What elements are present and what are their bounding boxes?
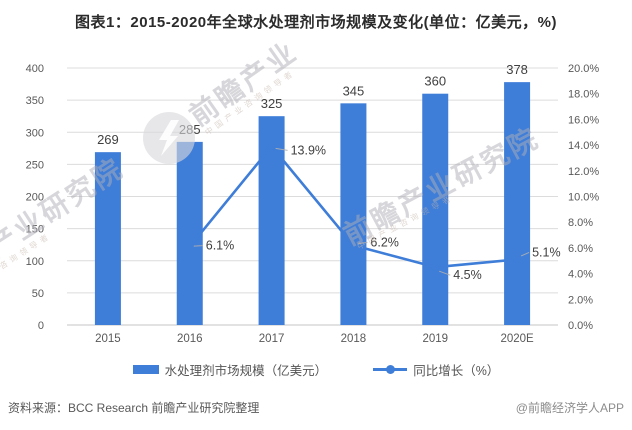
x-axis-label: 2018	[341, 333, 367, 345]
x-axis-label: 2017	[259, 333, 285, 345]
right-axis-tick: 6.0%	[568, 243, 593, 255]
legend-label-market-size: 水处理剂市场规模（亿美元）	[164, 364, 328, 378]
left-axis-tick: 350	[26, 95, 44, 107]
right-axis-tick: 2.0%	[568, 294, 593, 306]
x-axis-label: 2016	[177, 333, 203, 345]
bar-value-label: 325	[261, 96, 283, 111]
bar	[258, 116, 285, 325]
line-marker	[267, 142, 276, 150]
bar	[176, 141, 203, 325]
line-series-swatch	[373, 365, 408, 374]
bar-series-swatch	[132, 365, 159, 374]
right-axis-tick: 4.0%	[568, 269, 593, 281]
chart-title: 图表1：2015-2020年全球水处理剂市场规模及变化(单位：亿美元，%)	[75, 14, 557, 31]
line-value-label: 4.5%	[453, 268, 482, 282]
point-label-leader	[357, 241, 368, 245]
left-axis-tick: 250	[26, 159, 44, 171]
left-axis-tick: 200	[26, 192, 44, 204]
bar-value-label: 285	[179, 122, 201, 137]
left-axis-tick: 300	[26, 127, 44, 139]
bar-value-label: 360	[424, 74, 446, 89]
source-note: 资料来源：BCC Research 前瞻产业研究院整理	[8, 401, 260, 415]
left-axis-tick: 50	[32, 288, 44, 300]
right-axis-tick: 20.0%	[568, 63, 599, 75]
left-axis-tick: 100	[26, 256, 44, 268]
right-axis-tick: 18.0%	[568, 89, 599, 101]
point-label-leader	[193, 245, 203, 247]
bar	[94, 152, 121, 325]
bar-value-label: 269	[97, 132, 119, 147]
right-axis-tick: 10.0%	[568, 192, 599, 204]
line-value-label: 5.1%	[532, 245, 561, 259]
line-marker	[186, 243, 194, 251]
bar	[340, 103, 367, 326]
left-axis-tick: 400	[26, 63, 44, 75]
right-axis-tick: 14.0%	[568, 140, 599, 152]
line-value-label: 13.9%	[291, 143, 326, 157]
legend-item-market-size: 水处理剂市场规模（亿美元）	[132, 360, 328, 379]
right-axis-tick: 12.0%	[568, 166, 599, 178]
x-axis-label: 2019	[422, 333, 448, 345]
line-value-label: 6.1%	[206, 239, 235, 253]
legend-item-growth: 同比增长（%）	[373, 360, 499, 379]
right-axis-tick: 16.0%	[568, 114, 599, 126]
line-value-label: 6.2%	[370, 235, 399, 249]
line-marker	[513, 255, 521, 264]
line-marker	[349, 241, 358, 249]
left-axis-tick: 0	[38, 320, 44, 332]
bar	[422, 93, 449, 325]
left-axis-tick: 150	[26, 224, 44, 236]
point-label-leader	[275, 147, 288, 151]
bar	[504, 82, 531, 325]
bar-value-label: 345	[343, 83, 365, 98]
legend: 水处理剂市场规模（亿美元） 同比增长（%）	[0, 360, 632, 379]
right-axis-tick: 8.0%	[568, 217, 593, 229]
bar-value-label: 378	[506, 62, 528, 77]
right-axis-tick: 0.0%	[568, 320, 593, 332]
legend-label-growth: 同比增长（%）	[413, 364, 500, 378]
point-label-leader	[439, 270, 451, 276]
line-marker	[431, 263, 439, 271]
x-axis-label: 2020E	[500, 333, 534, 345]
point-label-leader	[520, 252, 530, 257]
footer: 资料来源：BCC Research 前瞻产业研究院整理 @前瞻经济学人APP	[0, 399, 632, 416]
credit-note: @前瞻经济学人APP	[515, 401, 624, 415]
x-axis-label: 2015	[95, 333, 121, 345]
